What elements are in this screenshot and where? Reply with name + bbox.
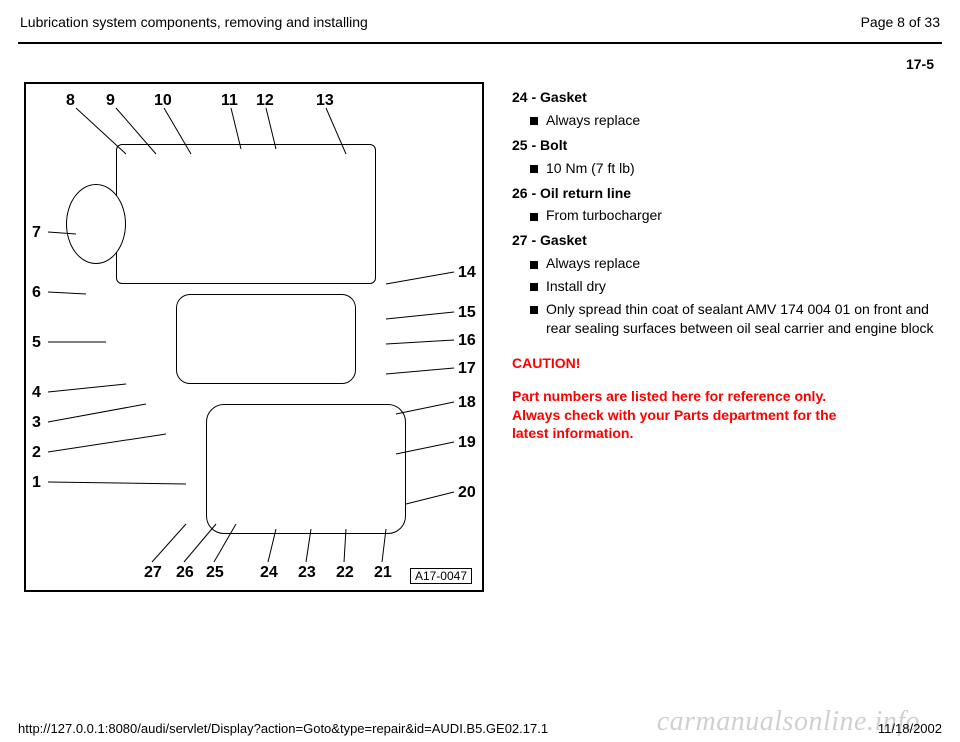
diagram-callout: 7 — [32, 224, 41, 242]
exploded-diagram: A17-0047 8910111213765432114151617181920… — [24, 82, 484, 592]
page-header: Lubrication system components, removing … — [18, 10, 942, 42]
part-item-subitem: Only spread thin coat of sealant AMV 174… — [530, 300, 936, 338]
diagram-callout: 26 — [176, 564, 194, 582]
diagram-callout: 23 — [298, 564, 316, 582]
diagram-callout: 21 — [374, 564, 392, 582]
part-item-name: Gasket — [540, 232, 587, 248]
part-item-name: Bolt — [540, 137, 567, 153]
diagram-callout: 12 — [256, 92, 274, 110]
diagram-callout: 13 — [316, 92, 334, 110]
diagram-callout: 18 — [458, 394, 476, 412]
part-item-head: 24Gasket — [512, 88, 936, 107]
part-item-number: 24 — [512, 89, 540, 105]
part-item-subitem: 10 Nm (7 ft lb) — [530, 159, 936, 178]
diagram-callout: 27 — [144, 564, 162, 582]
part-item-number: 27 — [512, 232, 540, 248]
part-item-name: Oil return line — [540, 185, 631, 201]
diagram-callout: 10 — [154, 92, 172, 110]
part-item-number: 25 — [512, 137, 540, 153]
parts-list: 24GasketAlways replace25Bolt10 Nm (7 ft … — [512, 82, 936, 592]
diagram-callout: 22 — [336, 564, 354, 582]
diagram-callout: 4 — [32, 384, 41, 402]
section-number: 17-5 — [18, 52, 942, 82]
part-item-head: 25Bolt — [512, 136, 936, 155]
diagram-callout: 6 — [32, 284, 41, 302]
part-item-head: 27Gasket — [512, 231, 936, 250]
diagram-callout: 2 — [32, 444, 41, 462]
diagram-callout: 3 — [32, 414, 41, 432]
header-pageinfo: Page 8 of 33 — [861, 14, 940, 30]
diagram-callout: 15 — [458, 304, 476, 322]
diagram-callout: 8 — [66, 92, 75, 110]
part-item-head: 26Oil return line — [512, 184, 936, 203]
diagram-callout: 5 — [32, 334, 41, 352]
footer-date: 11/18/2002 — [878, 721, 942, 736]
diagram-id-label: A17-0047 — [410, 568, 472, 584]
part-item-sublist: From turbocharger — [512, 206, 936, 225]
part-item-number: 26 — [512, 185, 540, 201]
diagram-callout: 14 — [458, 264, 476, 282]
part-item-subitem: Always replace — [530, 254, 936, 273]
caution-heading: CAUTION! — [512, 354, 936, 373]
diagram-callout: 25 — [206, 564, 224, 582]
part-item-subitem: Always replace — [530, 111, 936, 130]
header-divider — [18, 42, 942, 44]
diagram-callout: 11 — [221, 92, 238, 110]
diagram-callout: 17 — [458, 360, 476, 378]
diagram-callout: 20 — [458, 484, 476, 502]
part-item-subitem: Install dry — [530, 277, 936, 296]
header-title: Lubrication system components, removing … — [20, 14, 368, 30]
diagram-callout: 19 — [458, 434, 476, 452]
diagram-callout: 1 — [32, 474, 41, 492]
page-footer: http://127.0.0.1:8080/audi/servlet/Displ… — [18, 721, 942, 736]
part-item-sublist: Always replace — [512, 111, 936, 130]
footer-url: http://127.0.0.1:8080/audi/servlet/Displ… — [18, 721, 548, 736]
part-item-sublist: Always replace Install dry Only spread thi… — [512, 254, 936, 338]
diagram-callout: 16 — [458, 332, 476, 350]
diagram-leaderlines — [26, 84, 484, 592]
caution-body: Part numbers are listed here for referen… — [512, 387, 872, 444]
diagram-callout: 24 — [260, 564, 278, 582]
diagram-callout: 9 — [106, 92, 115, 110]
part-item-sublist: 10 Nm (7 ft lb) — [512, 159, 936, 178]
part-item-subitem: From turbocharger — [530, 206, 936, 225]
part-item-name: Gasket — [540, 89, 587, 105]
